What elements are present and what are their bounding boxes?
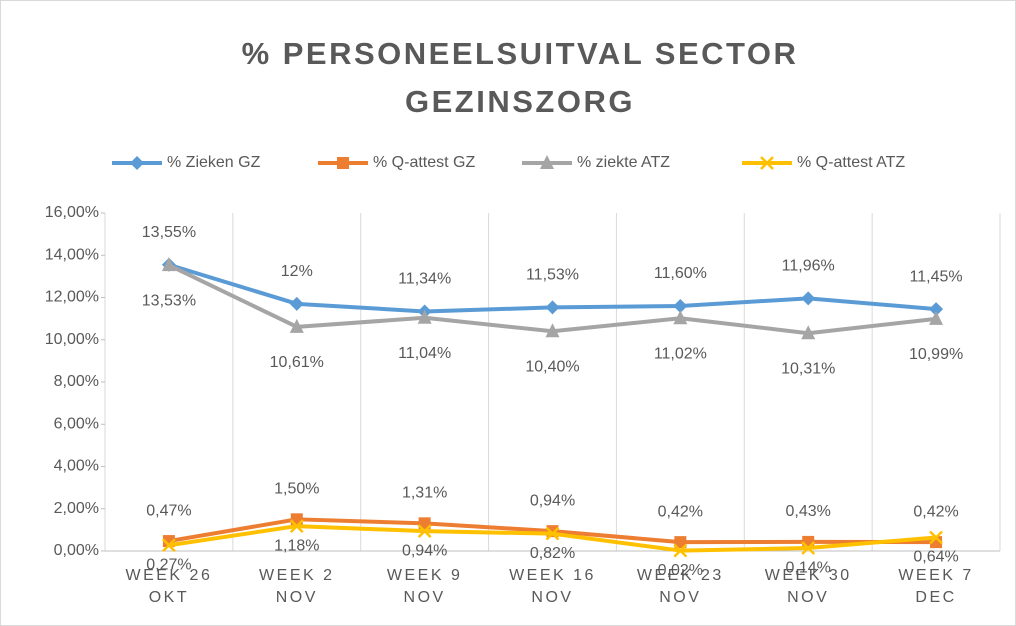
data-label: 1,50% xyxy=(274,481,319,498)
data-label: 11,02% xyxy=(654,345,707,362)
legend-label: % Zieken GZ xyxy=(167,154,261,171)
data-label: 10,61% xyxy=(270,354,324,371)
data-label: 11,34% xyxy=(398,271,451,288)
legend-marker xyxy=(337,157,349,169)
marker xyxy=(929,530,943,545)
marker xyxy=(673,298,688,313)
y-tick-label: 12,00% xyxy=(45,289,99,306)
y-tick-label: 2,00% xyxy=(54,500,99,517)
data-label: 0,94% xyxy=(530,492,575,509)
data-label: 10,40% xyxy=(525,359,579,376)
data-label: 10,99% xyxy=(909,346,963,363)
data-label: 0,14% xyxy=(786,559,831,576)
x-tick-label: WEEK 16 NOV xyxy=(509,567,596,606)
y-tick-label: 16,00% xyxy=(45,204,99,221)
marker xyxy=(801,291,816,306)
data-label: 10,31% xyxy=(781,360,835,377)
data-label: 1,18% xyxy=(274,537,319,554)
marker xyxy=(162,538,176,553)
marker xyxy=(929,310,944,325)
data-label: 0,42% xyxy=(913,503,958,520)
marker xyxy=(673,310,688,325)
data-label: 0,64% xyxy=(913,549,958,566)
marker xyxy=(289,318,304,333)
y-tick-label: 8,00% xyxy=(54,373,99,390)
data-label: 12% xyxy=(281,263,313,280)
data-label: 0,82% xyxy=(530,545,575,562)
marker xyxy=(289,519,304,533)
chart-title: % PERSONEELSUITVAL SECTOR GEZINSZORG xyxy=(241,36,799,119)
legend-marker xyxy=(130,156,144,170)
data-label: 0,42% xyxy=(658,503,703,520)
data-label: 11,53% xyxy=(526,267,579,284)
marker xyxy=(674,536,687,549)
marker xyxy=(417,524,432,539)
data-label: 0,43% xyxy=(786,503,831,520)
x-tick-label: WEEK 7 DEC xyxy=(898,567,974,606)
marker xyxy=(673,543,688,558)
marker xyxy=(289,296,304,311)
marker xyxy=(418,517,431,530)
marker xyxy=(417,309,432,324)
y-tick-label: 10,00% xyxy=(45,331,99,348)
x-tick-label: WEEK 30 NOV xyxy=(764,567,852,606)
data-label: 0,02% xyxy=(658,562,703,579)
y-tick-label: 4,00% xyxy=(54,458,99,475)
marker xyxy=(801,541,816,555)
marker xyxy=(161,257,176,272)
x-tick-label: WEEK 23 NOV xyxy=(636,567,724,606)
y-tick-label: 14,00% xyxy=(45,246,99,263)
data-label: 0,47% xyxy=(146,502,191,519)
x-tick-label: WEEK 26 OKT xyxy=(125,567,213,606)
marker xyxy=(929,302,944,317)
data-label: 0,27% xyxy=(146,557,191,574)
x-tick-label: WEEK 2 NOV xyxy=(259,567,335,606)
marker xyxy=(545,526,560,541)
x-tick-label: WEEK 9 NOV xyxy=(386,567,463,606)
data-label: 11,60% xyxy=(654,265,707,282)
data-label: 0,94% xyxy=(402,542,447,559)
y-tick-label: 6,00% xyxy=(54,415,99,432)
data-label: 13,53% xyxy=(142,292,196,309)
data-label: 1,31% xyxy=(402,485,447,502)
marker xyxy=(801,325,816,340)
marker xyxy=(545,300,560,315)
legend-label: % Q-attest ATZ xyxy=(797,154,905,171)
data-label: 11,04% xyxy=(398,345,451,362)
data-label: 11,96% xyxy=(782,258,835,275)
legend-marker xyxy=(540,155,554,169)
data-label: 11,45% xyxy=(910,268,963,285)
y-tick-label: 0,00% xyxy=(54,542,99,559)
legend-marker xyxy=(760,156,774,170)
marker xyxy=(545,323,560,338)
data-label: 13,55% xyxy=(142,224,196,241)
legend-label: % ziekte ATZ xyxy=(577,154,670,171)
legend-label: % Q-attest GZ xyxy=(373,154,475,171)
